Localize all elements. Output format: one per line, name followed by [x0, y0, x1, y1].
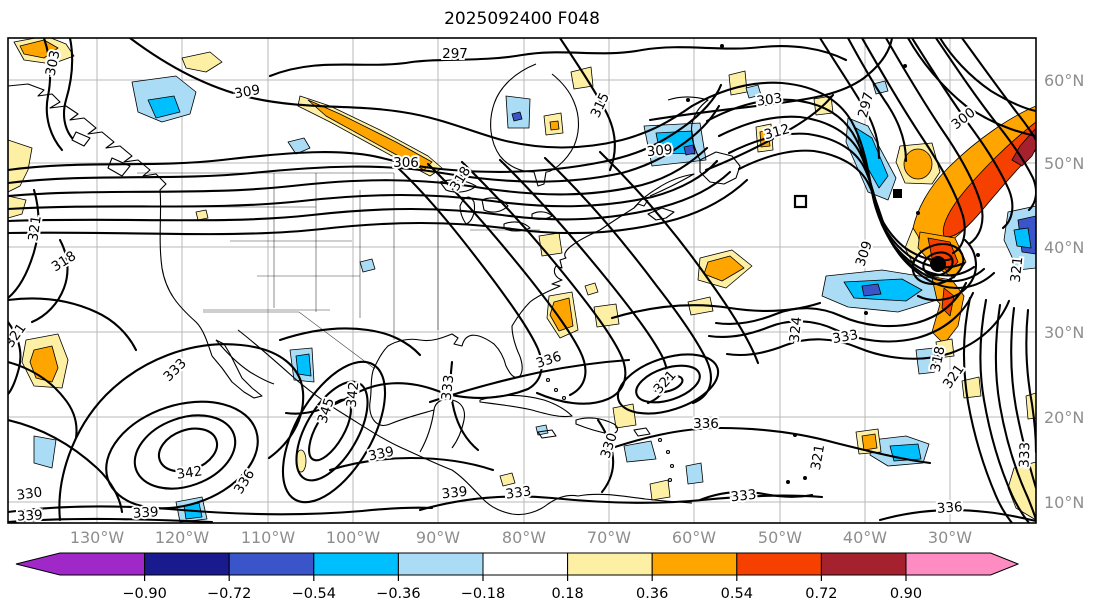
lon-tick-label: 80°W [502, 528, 546, 547]
colorbar-segment [651, 552, 738, 576]
colorbar-segment [397, 552, 484, 576]
contour-label: 297 [442, 46, 468, 62]
colorbar-tick-label: −0.18 [461, 586, 505, 602]
contour-label: 342 [176, 463, 204, 482]
lon-tick-label: 130°W [70, 528, 125, 547]
contour-label: 336 [936, 499, 963, 517]
contour-label: 297 [855, 90, 877, 119]
colorbar-segment [144, 552, 230, 576]
contour-label: 330 [16, 484, 44, 503]
contour-label: 309 [646, 142, 673, 160]
contour-label: 318 [928, 345, 949, 374]
contour-label: 333 [505, 483, 533, 502]
small-square-filled [893, 189, 902, 198]
contour-label: 303 [756, 90, 784, 109]
contour-label: 339 [367, 444, 396, 465]
lon-tick-label: 30°W [928, 528, 972, 547]
colorbar-segment [313, 552, 399, 576]
contour-label: 300 [948, 105, 978, 133]
contour-label: 324 [787, 316, 806, 343]
theta-contours [8, 38, 1036, 523]
colorbar-tick-label: 0.90 [890, 586, 922, 602]
colorbar-tick-label: 0.54 [721, 586, 753, 602]
storm-center-dot [930, 256, 946, 272]
colorbar-segment [228, 552, 315, 576]
contour-label: 318 [49, 248, 79, 275]
colorbar-segment [905, 552, 1020, 576]
colorbar-tick-label: 0.18 [551, 586, 583, 602]
colorbar-tick-label: −0.72 [207, 586, 251, 602]
lon-tick-label: 50°W [758, 528, 802, 547]
lat-tick-label: 30°N [1044, 323, 1084, 342]
colorbar-tick-label: −0.90 [122, 586, 166, 602]
axis-tick-labels: 130°W 120°W 110°W 100°W 90°W 80°W 70°W 60°W 50°W… [70, 71, 1085, 547]
chart-title: 2025092400 F048 [444, 9, 600, 29]
lon-tick-label: 120°W [155, 528, 210, 547]
contour-label: 333 [831, 327, 859, 347]
colorbar-tick-label: −0.54 [292, 586, 336, 602]
lon-tick-label: 60°W [672, 528, 716, 547]
state-borders [137, 172, 540, 370]
colorbar-segment [567, 552, 653, 576]
lat-tick-label: 60°N [1044, 71, 1084, 90]
colorbar-tick-label: 0.72 [805, 586, 837, 602]
contour-label: 342 [344, 381, 363, 408]
lon-tick-label: 100°W [326, 528, 381, 547]
lon-tick-label: 70°W [587, 528, 631, 547]
contour-label: 321 [25, 215, 44, 243]
contour-label: 333 [160, 355, 190, 385]
lat-tick-label: 40°N [1044, 238, 1084, 257]
contour-label: 306 [393, 155, 419, 171]
lat-tick-label: 50°N [1044, 154, 1084, 173]
colorbar-tick-label: 0.36 [636, 586, 668, 602]
colorbar: −0.90 −0.72 −0.54 −0.36 −0.18 0.18 0.36 0.54 0.7… [15, 552, 1020, 602]
contour-label: 345 [315, 396, 338, 425]
small-square-contour [793, 194, 808, 209]
contour-label: 333 [1017, 442, 1034, 468]
contour-label: 309 [853, 239, 876, 268]
shaded-anomaly-patches [8, 38, 1036, 523]
colorbar-segment [482, 552, 569, 576]
colorbar-segment [15, 552, 146, 576]
contour-label: 321 [808, 443, 828, 471]
contour-label: 333 [439, 374, 458, 401]
point-markers [686, 44, 980, 484]
contour-label: 336 [231, 467, 258, 497]
contour-label: 321 [1008, 256, 1027, 283]
contour-label: 330 [598, 431, 621, 460]
map-frame [7, 37, 1037, 524]
contour-label: 339 [132, 504, 159, 522]
lon-tick-label: 40°W [843, 528, 887, 547]
lat-tick-label: 10°N [1044, 493, 1084, 512]
contour-label: 336 [693, 416, 719, 432]
lon-tick-label: 90°W [416, 528, 460, 547]
colorbar-tick-label: −0.36 [376, 586, 420, 602]
contour-label: 339 [16, 507, 43, 524]
lon-tick-label: 110°W [241, 528, 296, 547]
colorbar-segment [736, 552, 822, 576]
contour-label: 339 [441, 484, 468, 503]
colorbar-segment [820, 552, 907, 576]
lat-tick-label: 20°N [1044, 408, 1084, 427]
contour-label: 333 [730, 487, 757, 506]
contour-label: 312 [762, 121, 791, 143]
